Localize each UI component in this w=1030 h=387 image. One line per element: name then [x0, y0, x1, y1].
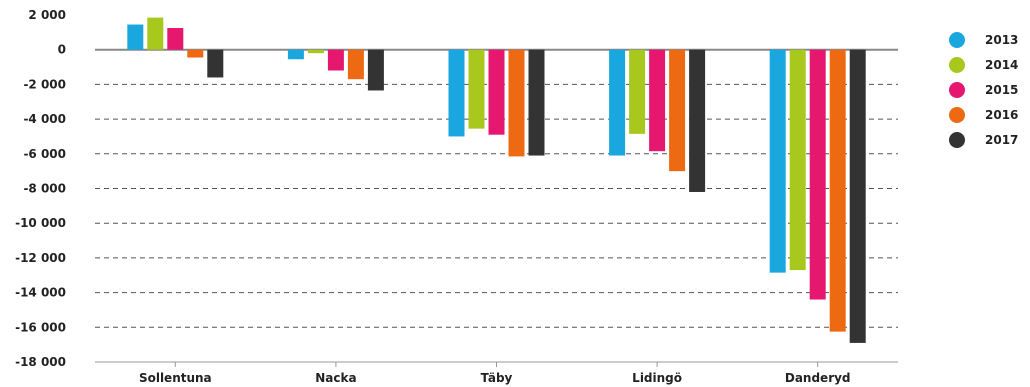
- legend-swatch: [949, 107, 965, 123]
- legend-swatch: [949, 82, 965, 98]
- bar: [468, 49, 485, 129]
- bar: [327, 49, 344, 71]
- bar: [829, 49, 846, 332]
- bar: [127, 24, 144, 50]
- bar: [448, 49, 465, 137]
- legend-swatch: [949, 132, 965, 148]
- x-tick-label: Täby: [481, 371, 513, 385]
- bar: [849, 49, 866, 343]
- bar: [367, 49, 384, 91]
- legend-label: 2014: [985, 58, 1018, 72]
- y-tick-label: -6 000: [23, 147, 66, 161]
- bar: [609, 49, 626, 156]
- y-axis-ticks: 2 000 0 -2 000 -4 000 -6 000 -8 000 -10 000 -12…: [15, 8, 66, 369]
- legend-label: 2013: [985, 33, 1018, 47]
- x-tick-label: Nacka: [315, 371, 356, 385]
- legend-swatch: [949, 32, 965, 48]
- bar: [669, 49, 686, 172]
- legend-label: 2017: [985, 133, 1018, 147]
- y-tick-label: -14 000: [15, 286, 66, 300]
- x-tick-label: Lidingö: [632, 371, 682, 385]
- bar: [508, 49, 525, 157]
- y-tick-label: 2 000: [28, 8, 66, 22]
- legend-swatch: [949, 57, 965, 73]
- bar: [187, 49, 204, 58]
- bars: [127, 17, 866, 343]
- legend: 2013 2014 2015 2016 2017: [949, 32, 1018, 148]
- bar: [488, 49, 505, 135]
- x-tick-label: Sollentuna: [139, 371, 212, 385]
- bar: [769, 49, 786, 273]
- bar: [167, 28, 184, 50]
- y-tick-label: -2 000: [23, 77, 66, 91]
- bar: [689, 49, 706, 192]
- legend-label: 2016: [985, 108, 1018, 122]
- bar: [629, 49, 646, 134]
- bar: [528, 49, 545, 156]
- x-tick-label: Danderyd: [785, 371, 851, 385]
- y-tick-label: -8 000: [23, 182, 66, 196]
- y-tick-label: -16 000: [15, 320, 66, 334]
- bar: [147, 17, 164, 50]
- bar: [789, 49, 806, 271]
- bar: [307, 49, 324, 54]
- y-tick-label: -10 000: [15, 216, 66, 230]
- y-tick-label: -18 000: [15, 355, 66, 369]
- bar: [287, 49, 304, 60]
- legend-label: 2015: [985, 83, 1018, 97]
- bar: [207, 49, 224, 78]
- bar: [347, 49, 364, 80]
- y-tick-label: 0: [58, 43, 66, 57]
- bar: [809, 49, 826, 300]
- x-axis-ticks: Sollentuna Nacka Täby Lidingö Danderyd: [139, 362, 851, 385]
- bar: [649, 49, 666, 152]
- y-tick-label: -4 000: [23, 112, 66, 126]
- y-tick-label: -12 000: [15, 251, 66, 265]
